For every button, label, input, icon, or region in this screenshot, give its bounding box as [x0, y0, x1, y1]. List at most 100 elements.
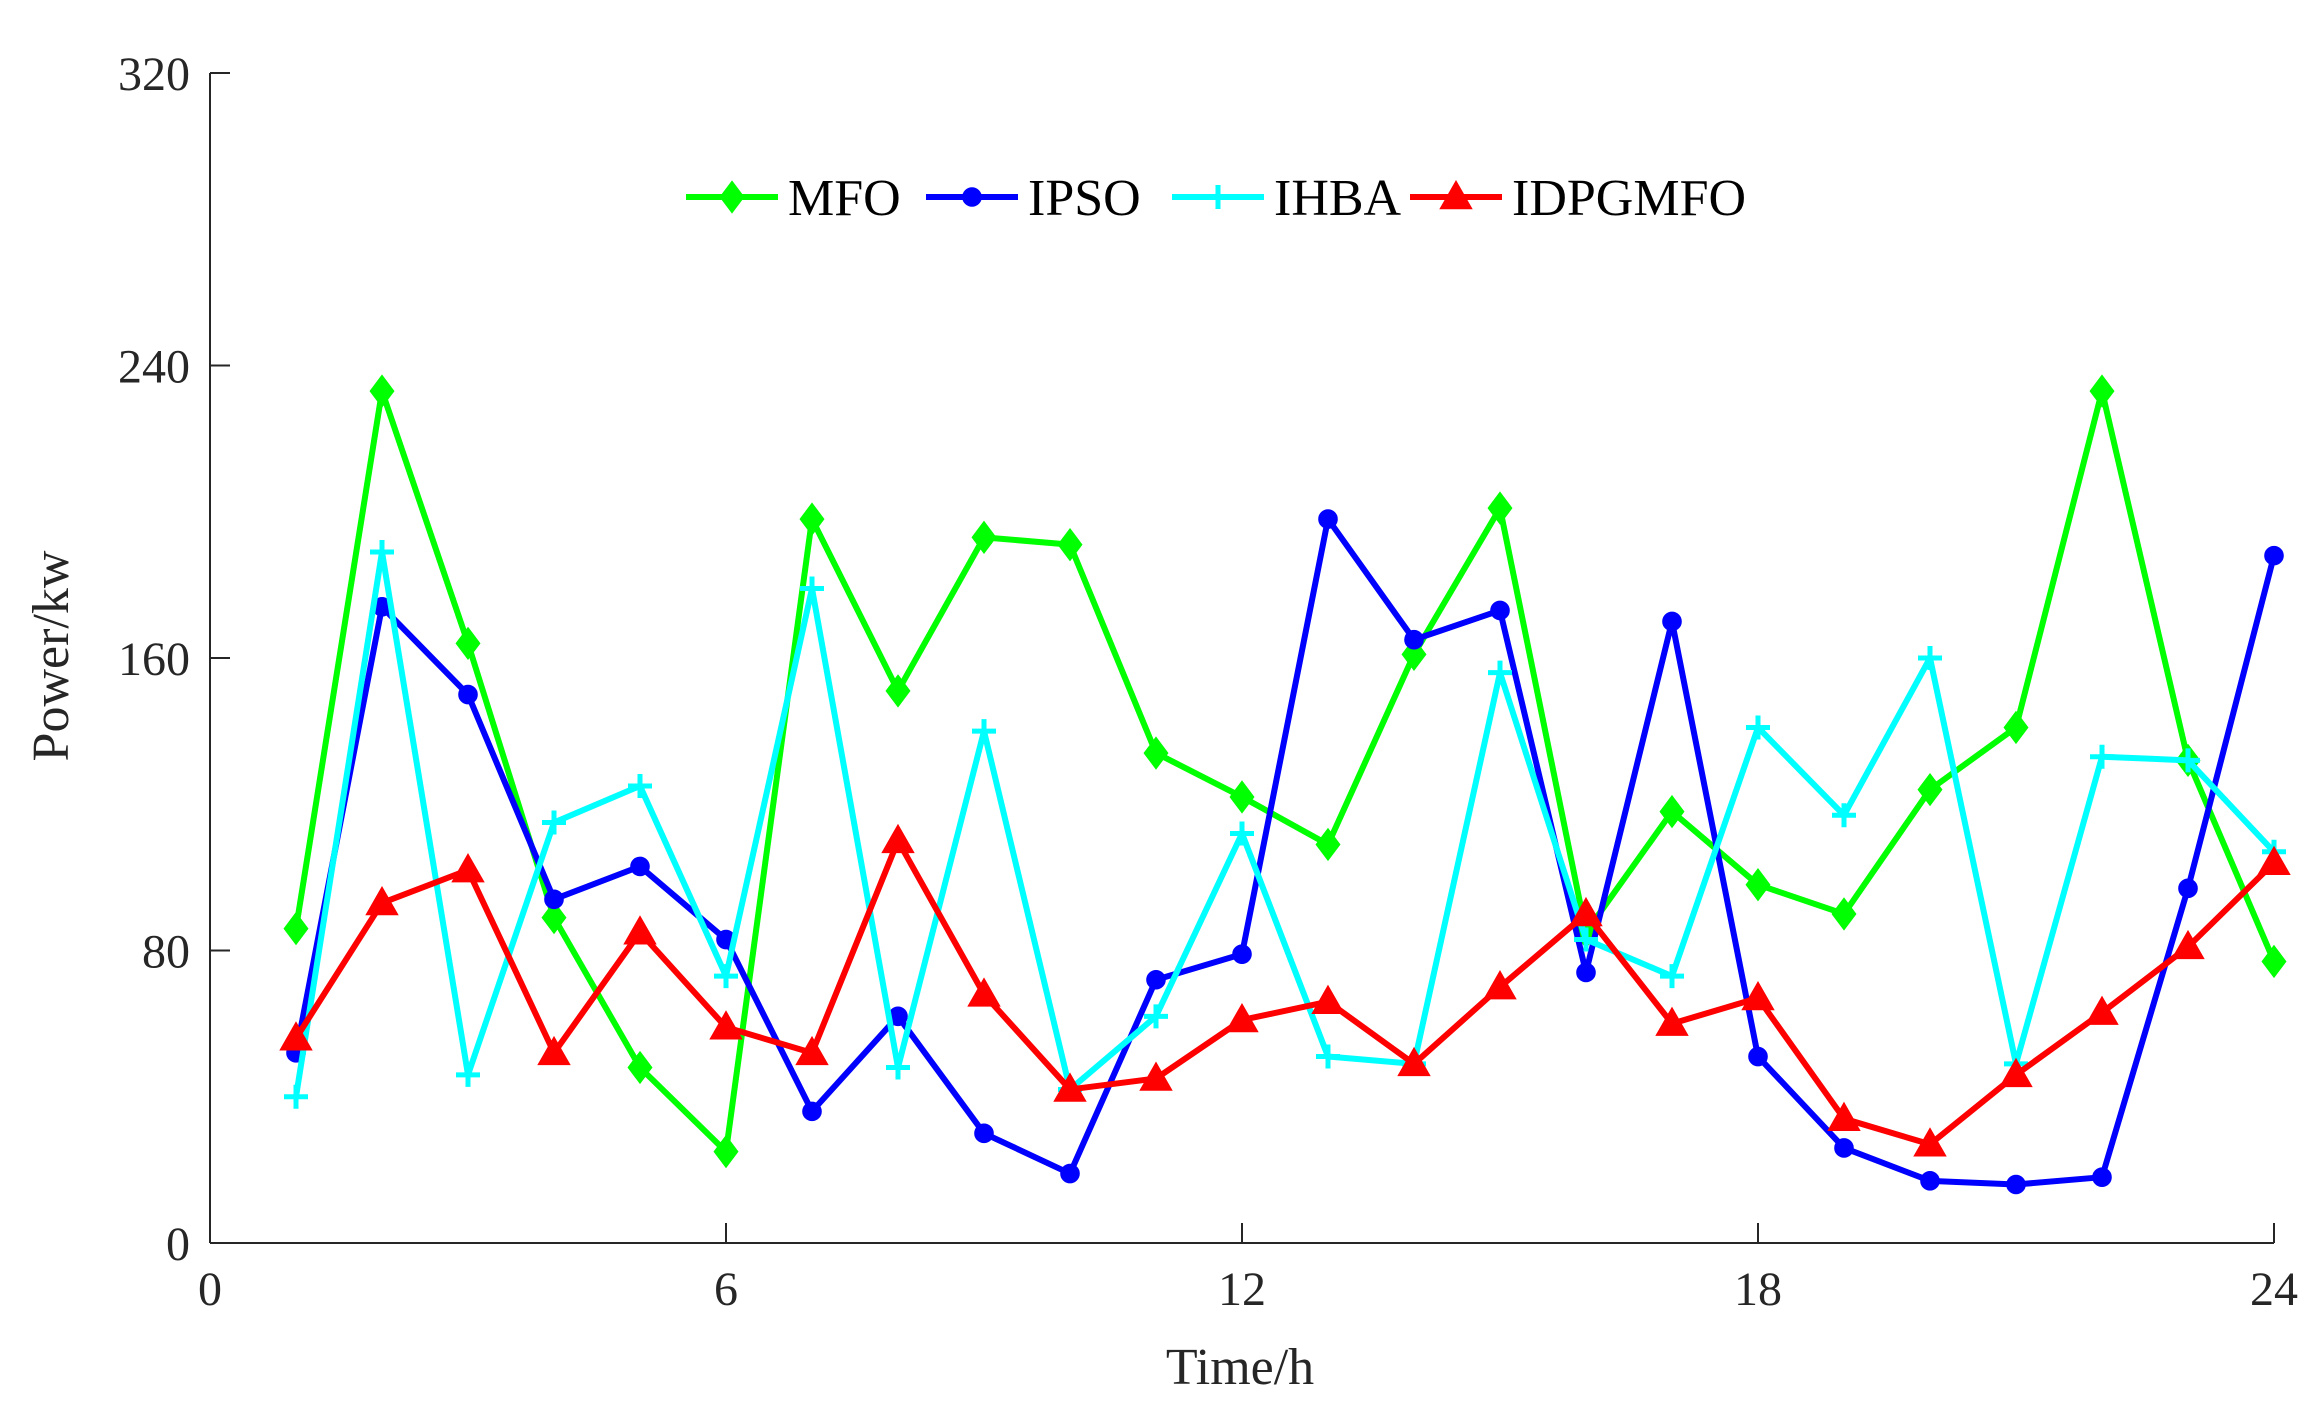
series-line-idpgmfo: [293, 837, 2277, 1148]
y-tick-label: 320: [118, 48, 190, 101]
data-point-ipso: [544, 889, 564, 910]
data-point-ihba: [1660, 964, 1684, 989]
legend-entry-idpgmfo: IDPGMFO: [1410, 170, 1746, 227]
data-point-mfo: [1831, 897, 1857, 931]
data-point-ipso: [1060, 1163, 1080, 1184]
y-tick-label: 240: [118, 341, 190, 394]
series-mfo: [283, 374, 2287, 1169]
data-point-ihba: [1488, 660, 1512, 685]
data-point-idpgmfo: [709, 1010, 743, 1040]
x-tick-label: 24: [2250, 1263, 2298, 1316]
legend-label-idpgmfo: IDPGMFO: [1512, 170, 1746, 227]
data-point-mfo: [1057, 527, 1083, 562]
data-point-idpgmfo: [1311, 984, 1345, 1014]
y-tick-label: 0: [166, 1218, 190, 1271]
data-point-idpgmfo: [1139, 1061, 1173, 1091]
data-point-mfo: [627, 1050, 653, 1085]
data-point-ihba: [2090, 744, 2114, 769]
series-line-mfo: [293, 388, 2277, 1155]
data-point-ipso: [1146, 969, 1166, 990]
data-point-idpgmfo: [1225, 1002, 1259, 1033]
data-point-ipso: [2006, 1174, 2026, 1195]
data-point-idpgmfo: [279, 1021, 313, 1051]
series-layer: [279, 374, 2291, 1195]
data-point-mfo: [1143, 736, 1169, 770]
data-point-ipso: [458, 684, 478, 705]
data-point-ipso: [2178, 878, 2198, 899]
data-point-ipso: [1490, 600, 1510, 621]
data-point-mfo: [1229, 780, 1255, 814]
legend-label-ipso: IPSO: [1028, 170, 1141, 227]
legend: MFO IPSO IHBA IDPGMFO: [686, 170, 1746, 227]
data-point-ihba: [456, 1062, 480, 1087]
data-point-ipso: [1404, 629, 1424, 650]
legend-label-ihba: IHBA: [1274, 170, 1402, 227]
data-point-ihba: [1746, 715, 1770, 740]
data-point-mfo: [2261, 944, 2287, 979]
data-point-idpgmfo: [623, 915, 657, 945]
data-point-idpgmfo: [967, 977, 1001, 1007]
data-point-mfo: [541, 900, 567, 935]
data-point-idpgmfo: [365, 885, 399, 916]
data-point-idpgmfo: [1741, 981, 1775, 1011]
data-point-ihba: [1144, 1004, 1168, 1029]
legend-marker-idpgmfo: [1439, 179, 1473, 210]
data-point-mfo: [799, 502, 825, 536]
data-point-ihba: [284, 1084, 308, 1109]
series-line-ihba: [293, 548, 2277, 1100]
data-point-mfo: [971, 520, 997, 555]
data-point-ipso: [1834, 1138, 1854, 1158]
data-point-idpgmfo: [881, 823, 915, 854]
data-point-ihba: [2176, 748, 2200, 773]
data-point-ihba: [628, 773, 652, 798]
data-point-ipso: [974, 1123, 994, 1144]
data-point-ipso: [1920, 1171, 1940, 1191]
data-point-ihba: [886, 1055, 910, 1080]
data-point-ihba: [1316, 1044, 1340, 1069]
data-point-mfo: [1659, 794, 1685, 829]
legend-label-mfo: MFO: [788, 170, 901, 227]
data-point-mfo: [369, 374, 395, 408]
data-point-idpgmfo: [1569, 896, 1603, 927]
legend-entry-mfo: MFO: [686, 170, 901, 227]
data-point-ipso: [2264, 545, 2284, 566]
data-point-ihba: [972, 719, 996, 744]
data-point-idpgmfo: [537, 1035, 571, 1066]
legend-entry-ipso: IPSO: [926, 170, 1141, 227]
data-point-mfo: [2089, 374, 2115, 408]
data-point-idpgmfo: [1827, 1101, 1861, 1131]
data-point-ipso: [1748, 1046, 1768, 1067]
y-axis-title: Power/kw: [23, 550, 80, 761]
x-tick-label: 18: [1734, 1263, 1782, 1316]
data-point-idpgmfo: [451, 853, 485, 883]
data-point-ipso: [1318, 509, 1338, 529]
data-point-idpgmfo: [2257, 845, 2291, 875]
data-point-mfo: [2003, 710, 2029, 745]
legend-marker-ipso: [962, 187, 982, 207]
data-point-ipso: [630, 856, 650, 877]
data-point-ihba: [1230, 821, 1254, 846]
legend-marker-mfo: [719, 180, 745, 214]
data-point-ihba: [542, 810, 566, 835]
x-tick-label: 0: [198, 1263, 222, 1316]
data-point-ipso: [802, 1101, 822, 1122]
data-point-idpgmfo: [1913, 1127, 1947, 1157]
data-point-ihba: [1832, 803, 1856, 828]
data-point-mfo: [885, 674, 911, 708]
data-point-ipso: [1576, 962, 1596, 983]
series-line-ipso: [293, 516, 2277, 1188]
x-tick-label: 6: [714, 1263, 738, 1316]
series-idpgmfo: [279, 823, 2291, 1157]
data-point-idpgmfo: [1053, 1072, 1087, 1102]
data-point-idpgmfo: [795, 1035, 829, 1066]
series-ihba: [284, 539, 2286, 1109]
data-point-ipso: [2092, 1167, 2112, 1187]
data-point-idpgmfo: [1655, 1006, 1689, 1036]
data-point-idpgmfo: [1397, 1046, 1431, 1077]
legend-entry-ihba: IHBA: [1172, 170, 1402, 227]
data-point-ipso: [1662, 611, 1682, 632]
x-tick-label: 12: [1218, 1263, 1266, 1316]
data-point-mfo: [713, 1134, 739, 1169]
data-point-idpgmfo: [2085, 995, 2119, 1025]
